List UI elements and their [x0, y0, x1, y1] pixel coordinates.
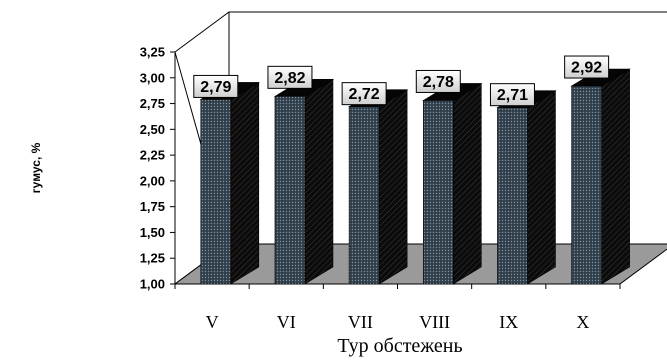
x-tick-label: VII	[348, 312, 373, 332]
y-tick-label: 1,75	[140, 199, 165, 214]
bar-front	[348, 106, 380, 285]
y-tick-label: 2,00	[140, 173, 165, 188]
data-label-box	[193, 74, 239, 98]
x-tick-label: V	[206, 312, 219, 332]
data-label-text: 2,92	[571, 60, 602, 77]
data-label: 2,71	[489, 83, 535, 107]
x-axis-title: Тур обстежень	[337, 335, 462, 357]
data-label-box	[415, 69, 461, 93]
data-label: 2,92	[564, 55, 610, 79]
bar-side	[452, 82, 482, 285]
data-label-box	[267, 65, 313, 89]
bar-front	[497, 107, 528, 285]
y-tick-label: 3,25	[140, 45, 165, 60]
data-label-box	[564, 55, 610, 79]
y-tick-label: 1,25	[140, 251, 165, 266]
data-label-box	[489, 83, 535, 107]
x-tick-label: X	[576, 312, 589, 332]
bar-side	[230, 81, 260, 285]
bar-side	[527, 90, 556, 285]
data-label-text: 2,79	[200, 79, 231, 96]
bar-side	[378, 89, 408, 285]
bar	[348, 89, 409, 285]
y-axis: 1,00 1,25 1,50 1,75 2,00 2,25 2,50 2,75 3,00 3,25	[140, 45, 620, 292]
x-tick-label: IX	[499, 312, 518, 332]
bar-side	[601, 68, 630, 285]
y-tick-label: 3,00	[140, 70, 165, 85]
data-label-text: 2,71	[497, 87, 528, 104]
data-label: 2,72	[341, 82, 387, 106]
y-tick-label: 2,25	[140, 148, 165, 163]
bar	[273, 78, 335, 285]
bar	[422, 82, 483, 285]
bar-front	[200, 99, 232, 285]
y-axis-title: гумус, %	[29, 142, 43, 193]
bar-front	[422, 100, 454, 285]
x-tick-label: VIII	[419, 312, 450, 332]
data-labels: 2,79 2,82 2,72 2,78 2,71 2,92	[193, 55, 610, 107]
bar-side	[304, 78, 334, 285]
x-tick-label: VI	[277, 312, 296, 332]
y-tick-label: 2,75	[140, 96, 165, 111]
x-axis: V VI VII VIII IX X	[174, 284, 621, 332]
bar	[570, 68, 631, 285]
data-label-box	[341, 82, 387, 106]
bar	[496, 90, 557, 285]
y-tick-label: 2,50	[140, 122, 165, 137]
bar-front	[274, 96, 306, 285]
y-tick-label: 1,50	[140, 225, 165, 240]
data-label: 2,78	[415, 69, 461, 93]
data-label-text: 2,78	[423, 74, 454, 91]
bar	[199, 81, 260, 285]
data-label-text: 2,82	[274, 70, 305, 87]
data-label: 2,79	[193, 74, 239, 98]
y-tick-label: 1,00	[140, 277, 165, 292]
data-label: 2,82	[267, 65, 313, 89]
bars	[199, 68, 631, 285]
data-label-text: 2,72	[349, 86, 380, 103]
bar-front	[571, 85, 602, 285]
